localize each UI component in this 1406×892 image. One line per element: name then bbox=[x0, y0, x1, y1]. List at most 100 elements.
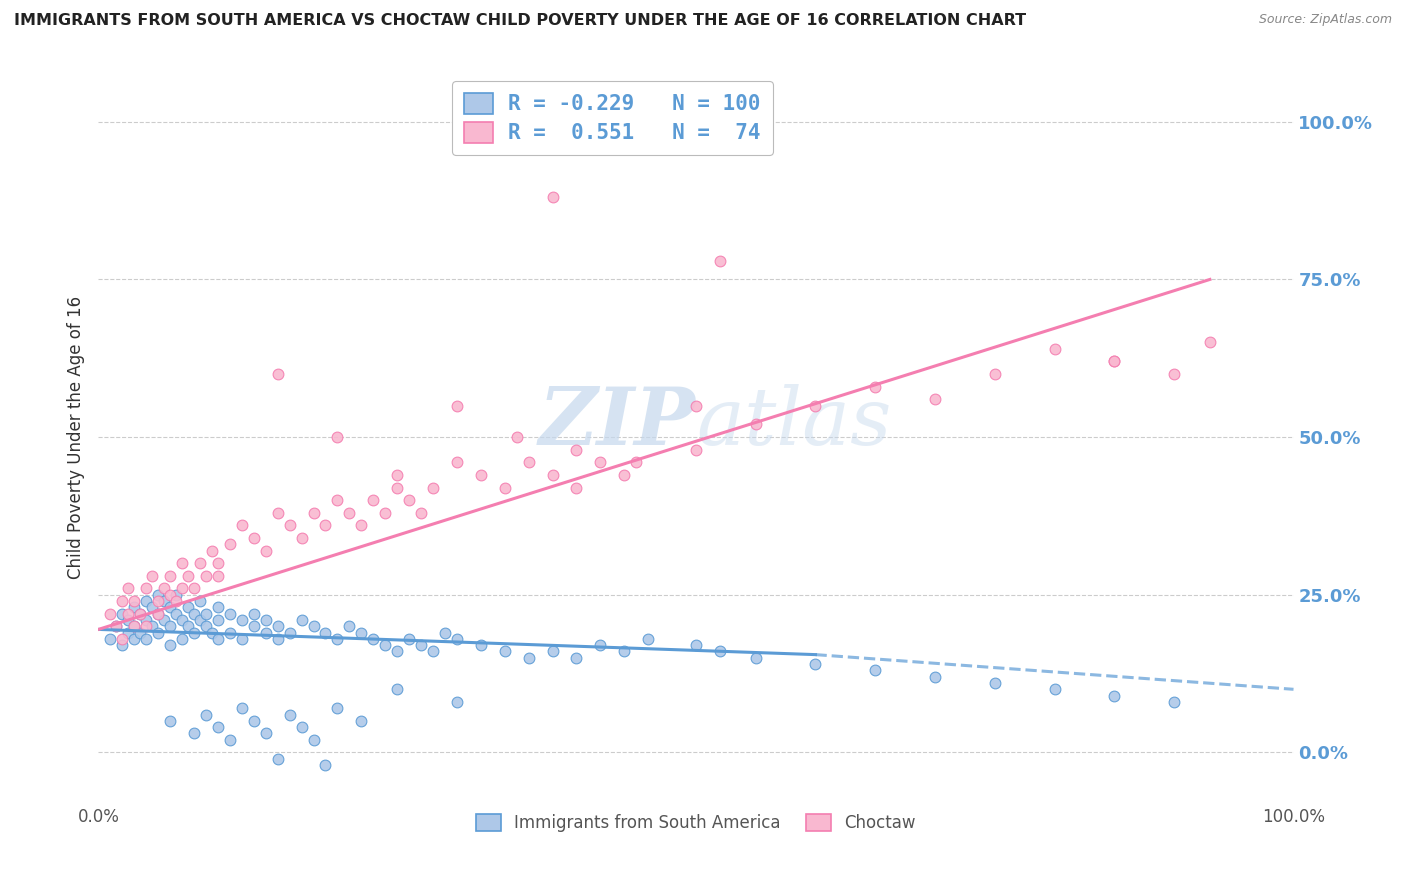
Point bbox=[517, 455, 540, 469]
Point bbox=[398, 632, 420, 646]
Point bbox=[350, 625, 373, 640]
Point bbox=[709, 253, 731, 268]
Y-axis label: Child Poverty Under the Age of 16: Child Poverty Under the Age of 16 bbox=[66, 295, 84, 579]
Text: ZIP: ZIP bbox=[538, 384, 696, 461]
Point bbox=[339, 506, 361, 520]
Point bbox=[129, 607, 152, 621]
Point bbox=[374, 506, 396, 520]
Point bbox=[111, 638, 134, 652]
Point bbox=[177, 569, 200, 583]
Point bbox=[135, 582, 157, 596]
Point bbox=[745, 417, 768, 432]
Point bbox=[291, 531, 314, 545]
Point bbox=[541, 644, 564, 658]
Point bbox=[267, 367, 290, 381]
Point bbox=[148, 625, 170, 640]
Point bbox=[1104, 354, 1126, 368]
Point bbox=[135, 632, 157, 646]
Point bbox=[804, 657, 827, 671]
Point bbox=[254, 613, 277, 627]
Point bbox=[494, 481, 516, 495]
Point bbox=[278, 518, 301, 533]
Point bbox=[446, 399, 468, 413]
Point bbox=[565, 481, 588, 495]
Point bbox=[422, 481, 444, 495]
Point bbox=[159, 600, 181, 615]
Point bbox=[105, 619, 128, 633]
Point bbox=[411, 638, 433, 652]
Point bbox=[219, 625, 242, 640]
Point bbox=[422, 644, 444, 658]
Point bbox=[195, 707, 218, 722]
Point bbox=[243, 531, 266, 545]
Point bbox=[291, 613, 314, 627]
Point bbox=[685, 638, 707, 652]
Point bbox=[565, 650, 588, 665]
Point bbox=[1104, 354, 1126, 368]
Point bbox=[302, 732, 325, 747]
Point bbox=[494, 644, 516, 658]
Point bbox=[231, 518, 253, 533]
Point bbox=[188, 613, 211, 627]
Point bbox=[153, 613, 176, 627]
Point bbox=[219, 607, 242, 621]
Point bbox=[243, 619, 266, 633]
Point bbox=[541, 467, 564, 482]
Point bbox=[243, 714, 266, 728]
Point bbox=[1163, 367, 1185, 381]
Point bbox=[231, 613, 253, 627]
Point bbox=[709, 644, 731, 658]
Point bbox=[385, 467, 409, 482]
Point bbox=[172, 582, 194, 596]
Point bbox=[117, 613, 139, 627]
Point bbox=[613, 644, 636, 658]
Point bbox=[183, 625, 205, 640]
Point bbox=[267, 619, 290, 633]
Point bbox=[470, 638, 492, 652]
Point bbox=[865, 379, 887, 393]
Point bbox=[385, 644, 409, 658]
Point bbox=[111, 607, 134, 621]
Point bbox=[626, 455, 648, 469]
Point bbox=[326, 701, 349, 715]
Point bbox=[267, 506, 290, 520]
Point bbox=[195, 607, 218, 621]
Point bbox=[148, 588, 170, 602]
Point bbox=[1163, 695, 1185, 709]
Point bbox=[385, 682, 409, 697]
Point bbox=[153, 594, 176, 608]
Point bbox=[207, 632, 229, 646]
Point bbox=[804, 399, 827, 413]
Point bbox=[613, 467, 636, 482]
Point bbox=[195, 569, 218, 583]
Point bbox=[124, 619, 146, 633]
Point bbox=[195, 619, 218, 633]
Point bbox=[267, 752, 290, 766]
Point bbox=[135, 594, 157, 608]
Point bbox=[254, 543, 277, 558]
Point bbox=[165, 588, 187, 602]
Point bbox=[589, 638, 612, 652]
Point bbox=[98, 607, 122, 621]
Point bbox=[165, 607, 187, 621]
Point bbox=[315, 758, 337, 772]
Point bbox=[124, 632, 146, 646]
Point bbox=[207, 569, 229, 583]
Point bbox=[207, 613, 229, 627]
Point bbox=[159, 714, 181, 728]
Point bbox=[302, 619, 325, 633]
Point bbox=[183, 607, 205, 621]
Point bbox=[111, 632, 134, 646]
Point bbox=[302, 506, 325, 520]
Point bbox=[315, 625, 337, 640]
Text: Source: ZipAtlas.com: Source: ZipAtlas.com bbox=[1258, 13, 1392, 27]
Point bbox=[517, 650, 540, 665]
Point bbox=[326, 632, 349, 646]
Point bbox=[148, 594, 170, 608]
Point bbox=[984, 676, 1007, 690]
Point bbox=[129, 625, 152, 640]
Point bbox=[254, 726, 277, 740]
Point bbox=[1199, 335, 1222, 350]
Point bbox=[363, 493, 385, 508]
Point bbox=[506, 430, 529, 444]
